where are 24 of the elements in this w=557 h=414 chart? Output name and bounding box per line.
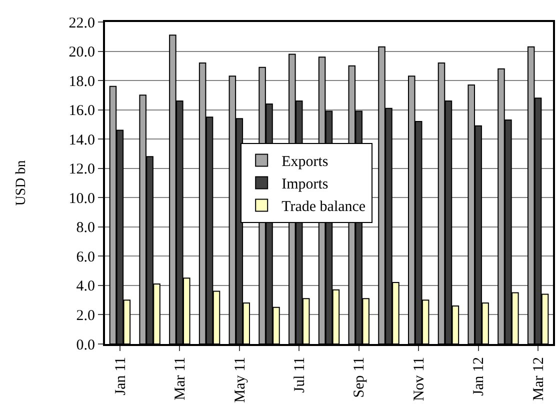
legend-label: Imports	[282, 176, 328, 193]
x-tick-label: Mar 11	[172, 357, 189, 400]
legend-label: Exports	[282, 154, 328, 170]
y-tick-label: 22.0	[68, 15, 95, 32]
x-tick-label: Jul 11	[292, 357, 308, 393]
y-tick-label: 10.0	[68, 190, 95, 207]
y-tick-label: 18.0	[68, 74, 95, 90]
y-axis-title: USD bn	[14, 160, 29, 206]
x-tick-label: Jan 11	[112, 357, 129, 396]
y-tick-label: 4.0	[76, 278, 95, 295]
y-tick-label: 6.0	[76, 249, 95, 266]
y-tick-label: 16.0	[68, 103, 95, 120]
y-tick-label: 8.0	[76, 220, 95, 236]
x-tick-label: Nov 11	[411, 357, 428, 402]
x-tick-label: May 11	[232, 357, 248, 403]
y-tick-label: 12.0	[68, 162, 95, 178]
x-tick-label: Sep 11	[352, 357, 368, 398]
x-tick-label: Mar 12	[530, 357, 547, 401]
x-tick-label: Jan 12	[471, 357, 488, 396]
legend-label: Trade balance	[282, 199, 366, 216]
y-tick-label: 0.0	[76, 337, 95, 354]
y-tick-label: 14.0	[68, 132, 95, 148]
y-tick-label: 20.0	[68, 44, 95, 61]
y-tick-label: 2.0	[76, 308, 95, 324]
